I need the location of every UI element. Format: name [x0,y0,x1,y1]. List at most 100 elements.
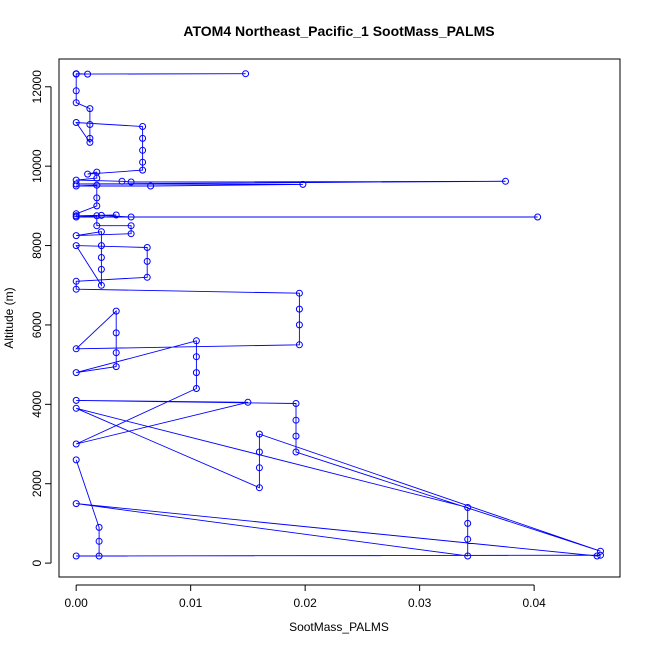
data-point [118,177,126,185]
data-point [593,552,601,560]
y-tick-label: 12000 [30,70,44,104]
data-point [97,281,105,289]
data-point [93,181,101,189]
data-point [112,329,120,337]
x-tick-label: 0.01 [179,596,203,610]
data-point [192,385,200,392]
data-point [86,138,94,146]
data-point [72,210,80,218]
data-point [597,547,604,555]
y-tick-label: 4000 [30,391,44,418]
series-layer [72,70,604,560]
data-point [97,254,105,261]
data-point [464,519,472,527]
data-point [72,119,80,126]
data-point [86,121,94,128]
data-point [192,337,200,345]
data-point [192,369,200,377]
data-point [295,289,303,297]
data-point [464,552,472,560]
x-tick-label: 0.00 [64,596,88,610]
data-point [72,182,80,190]
x-axis-label: SootMass_PALMS [289,620,389,634]
data-point [97,265,105,273]
data-point [93,202,101,210]
x-tick-label: 0.04 [522,596,546,610]
data-point [72,70,80,78]
data-point [255,430,263,438]
data-point [97,242,105,250]
data-point [72,87,80,95]
data-point [72,242,80,250]
data-point [72,552,80,560]
data-point [72,396,80,404]
y-tick-label: 10000 [30,149,44,183]
data-point [255,448,263,456]
x-axis: 0.00 0.01 0.02 0.03 0.04 [64,584,546,610]
data-point [72,285,80,293]
data-point [112,211,120,219]
y-axis: 0 2000 4000 6000 8000 10000 12000 [30,70,52,566]
data-point [597,551,604,559]
data-point [143,257,151,265]
data-point [143,273,151,281]
data-point [139,166,147,174]
data-point [72,500,80,508]
data-point [292,432,300,440]
data-point [93,174,101,182]
x-tick-label: 0.03 [408,596,432,610]
data-point [112,307,120,315]
data-point [127,213,135,221]
data-point [93,212,101,220]
y-tick-label: 0 [30,559,44,566]
data-point [464,504,472,511]
data-point [502,177,509,185]
x-tick-label: 0.02 [293,596,317,610]
data-point [93,222,101,230]
y-axis-label: Altitude (m) [2,287,16,348]
data-point [72,440,80,448]
data-point [95,552,103,560]
data-point [139,123,147,130]
data-point [97,211,105,219]
data-point [255,484,263,492]
data-point [72,180,80,188]
data-point [72,345,80,353]
data-point [292,448,300,456]
data-point [139,146,147,154]
data-point [143,244,151,251]
data-point [295,321,303,329]
data-point [255,464,263,472]
data-point [139,158,147,166]
data-point [295,341,303,349]
data-point [295,305,303,313]
data-point [72,369,80,377]
data-point [127,230,135,238]
data-point [86,105,94,113]
data-point [72,99,80,107]
y-tick-label: 8000 [30,232,44,259]
data-point [192,353,200,361]
data-point [93,194,101,202]
data-point [72,456,80,464]
data-point [84,70,92,78]
data-point [84,170,92,178]
data-point [127,178,135,186]
data-point [72,213,80,221]
data-point [242,70,250,78]
data-point [147,182,155,190]
data-point [72,404,80,412]
data-point [72,232,80,240]
chart-title: ATOM4 Northeast_Pacific_1 SootMass_PALMS [183,23,494,39]
data-point [244,398,252,406]
data-point [292,400,300,407]
data-point [112,363,120,371]
data-point [139,134,147,142]
plot-frame [58,58,621,578]
data-point [112,349,120,357]
data-point [86,134,94,142]
y-tick-label: 2000 [30,470,44,497]
